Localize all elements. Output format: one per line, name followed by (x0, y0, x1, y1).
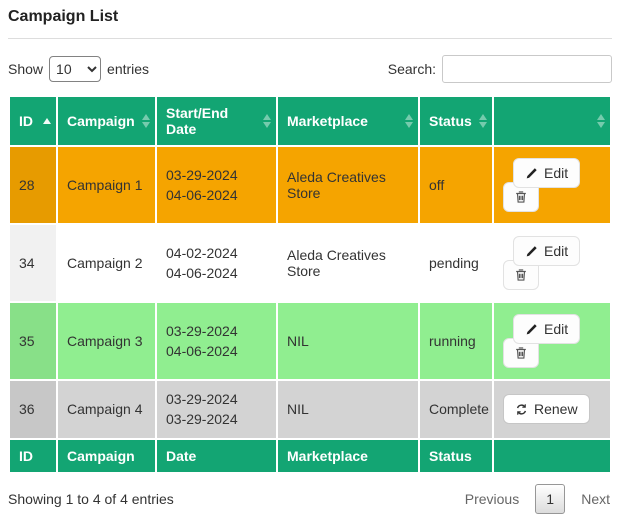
edit-button[interactable]: Edit (513, 158, 581, 188)
end-date: 04-06-2024 (166, 265, 238, 281)
cell-actions: Edit (494, 147, 610, 223)
edit-button-label: Edit (544, 165, 569, 181)
trash-icon (514, 346, 528, 360)
cell-campaign: Campaign 3 (58, 303, 155, 379)
cell-date: 03-29-2024 03-29-2024 (157, 381, 276, 438)
sort-arrows-icon (597, 114, 605, 128)
pencil-icon (525, 323, 538, 336)
table-row: 28 Campaign 1 03-29-2024 04-06-2024 Aled… (10, 147, 610, 223)
cell-actions: Renew (494, 381, 610, 438)
sort-asc-icon (43, 118, 51, 124)
page-length-select[interactable]: 10 (49, 56, 102, 82)
bottom-bar: Showing 1 to 4 of 4 entries Previous 1 N… (8, 483, 612, 514)
campaign-table: ID Campaign Start/End Date Marketplace S… (8, 95, 612, 474)
cell-status: off (420, 147, 492, 223)
pagination: Previous 1 Next (463, 483, 612, 514)
pencil-icon (525, 245, 538, 258)
footer-actions (494, 439, 610, 472)
cell-marketplace: Aleda Creatives Store (278, 147, 418, 223)
cell-status: pending (420, 225, 492, 301)
header-date-label: Start/End Date (166, 105, 229, 137)
header-marketplace-label: Marketplace (287, 113, 368, 129)
table-controls: Show 10 entries Search: (8, 55, 612, 83)
table-footer: ID Campaign Date Marketplace Status (10, 439, 610, 472)
cell-id: 28 (10, 147, 56, 223)
header-campaign[interactable]: Campaign (58, 97, 155, 145)
sort-arrows-icon (405, 114, 413, 128)
table-row: 35 Campaign 3 03-29-2024 04-06-2024 NIL … (10, 303, 610, 379)
sort-arrows-icon (479, 114, 487, 128)
show-label: Show (8, 61, 44, 77)
cell-marketplace: NIL (278, 303, 418, 379)
header-status-label: Status (429, 113, 472, 129)
cell-date: 04-02-2024 04-06-2024 (157, 225, 276, 301)
footer-status: Status (420, 439, 492, 472)
start-date: 03-29-2024 (166, 322, 238, 339)
header-id[interactable]: ID (10, 97, 56, 145)
trash-icon (514, 190, 528, 204)
footer-date: Date (157, 439, 276, 472)
footer-marketplace: Marketplace (278, 439, 418, 472)
search-input[interactable] (442, 55, 612, 83)
header-id-label: ID (19, 113, 33, 129)
table-row: 36 Campaign 4 03-29-2024 03-29-2024 NIL … (10, 381, 610, 438)
next-page-button[interactable]: Next (581, 490, 610, 507)
table-info: Showing 1 to 4 of 4 entries (8, 490, 174, 507)
cell-date: 03-29-2024 04-06-2024 (157, 147, 276, 223)
start-date: 04-02-2024 (166, 244, 238, 261)
end-date: 03-29-2024 (166, 411, 238, 428)
sort-arrows-icon (142, 114, 150, 128)
edit-button[interactable]: Edit (513, 236, 581, 266)
cell-actions: Edit (494, 303, 610, 379)
cell-marketplace: NIL (278, 381, 418, 438)
edit-button-label: Edit (544, 243, 569, 259)
cell-id: 35 (10, 303, 56, 379)
search-control: Search: (388, 55, 612, 83)
cell-campaign: Campaign 4 (58, 381, 155, 438)
renew-button-label: Renew (534, 401, 578, 418)
edit-button[interactable]: Edit (513, 314, 581, 344)
edit-button-label: Edit (544, 321, 569, 337)
header-status[interactable]: Status (420, 97, 492, 145)
sort-arrows-icon (263, 114, 271, 128)
header-date[interactable]: Start/End Date (157, 97, 276, 145)
cell-status: Complete (420, 381, 492, 438)
header-actions[interactable] (494, 97, 610, 145)
start-date: 03-29-2024 (166, 391, 238, 407)
page-length-control: Show 10 entries (8, 56, 149, 82)
page-title: Campaign List (8, 8, 119, 25)
cell-date: 03-29-2024 04-06-2024 (157, 303, 276, 379)
end-date: 04-06-2024 (166, 343, 238, 359)
table-header: ID Campaign Start/End Date Marketplace S… (10, 97, 610, 145)
cell-marketplace: Aleda Creatives Store (278, 225, 418, 301)
end-date: 04-06-2024 (166, 187, 238, 203)
divider (8, 38, 612, 39)
start-date: 03-29-2024 (166, 166, 238, 183)
cell-id: 36 (10, 381, 56, 438)
trash-icon (514, 268, 528, 282)
footer-campaign: Campaign (58, 439, 155, 472)
cell-campaign: Campaign 2 (58, 225, 155, 301)
refresh-icon (515, 403, 528, 416)
current-page-button[interactable]: 1 (535, 483, 566, 514)
pencil-icon (525, 167, 538, 180)
table-row: 34 Campaign 2 04-02-2024 04-06-2024 Aled… (10, 225, 610, 301)
entries-label: entries (107, 61, 150, 77)
header-campaign-label: Campaign (67, 113, 135, 129)
header-marketplace[interactable]: Marketplace (278, 97, 418, 145)
previous-page-button[interactable]: Previous (464, 490, 520, 507)
cell-actions: Edit (494, 225, 610, 301)
footer-id: ID (10, 439, 56, 472)
cell-id: 34 (10, 225, 56, 301)
search-label: Search: (387, 61, 436, 77)
cell-status: running (420, 303, 492, 379)
renew-button[interactable]: Renew (503, 394, 590, 425)
cell-campaign: Campaign 1 (58, 147, 155, 223)
